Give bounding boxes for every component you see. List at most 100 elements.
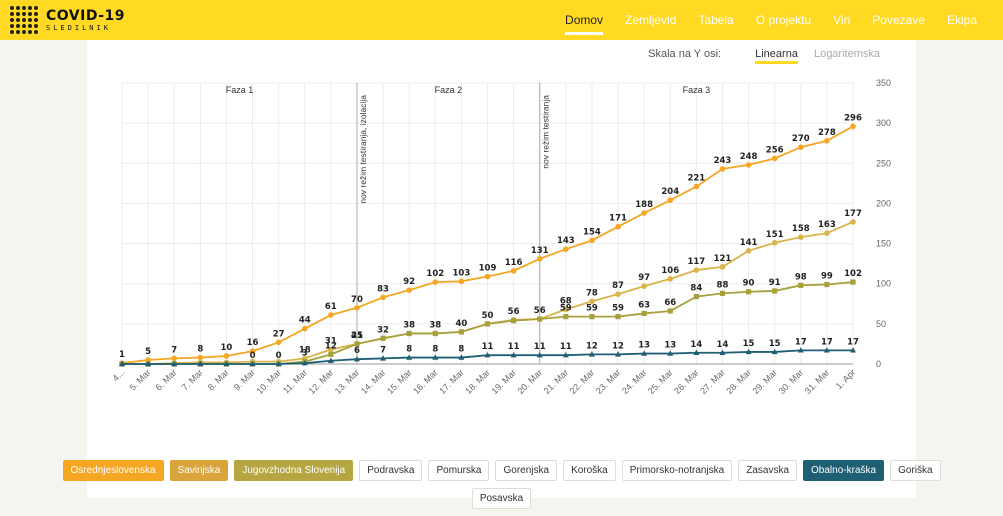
data-point <box>171 355 178 362</box>
data-label: 14 <box>690 340 702 350</box>
data-label: 109 <box>479 263 497 273</box>
data-label: 13 <box>664 341 676 351</box>
legend-button-pomurska[interactable]: Pomurska <box>428 460 490 481</box>
nav-item-ekipa[interactable]: Ekipa <box>946 13 977 27</box>
legend-button-gorenjska[interactable]: Gorenjska <box>495 460 558 481</box>
data-label: 11 <box>534 342 546 352</box>
data-label: 70 <box>351 295 363 305</box>
data-point <box>327 357 334 363</box>
y-tick-label: 50 <box>876 319 886 329</box>
data-point <box>771 348 778 355</box>
data-point <box>667 276 674 282</box>
x-tick-label: 9. Mar <box>232 367 257 392</box>
data-label: 6 <box>354 346 360 356</box>
data-point <box>693 349 700 355</box>
data-label: 270 <box>792 134 810 144</box>
data-label: 92 <box>403 277 415 287</box>
data-point <box>693 267 700 273</box>
data-point <box>641 283 647 289</box>
data-label: 117 <box>687 257 705 267</box>
data-point <box>797 234 804 240</box>
legend-button-savinjska[interactable]: Savinjska <box>169 460 229 481</box>
legend-button-posavska[interactable]: Posavska <box>471 488 532 509</box>
data-label: 88 <box>717 280 729 290</box>
legend-button-podravska[interactable]: Podravska <box>359 460 423 481</box>
data-point <box>145 357 151 363</box>
x-tick-label: 29. Mar <box>750 367 779 396</box>
data-label: 163 <box>818 220 836 230</box>
x-tick-label: 20. Mar <box>515 367 544 396</box>
data-point <box>615 291 621 297</box>
x-tick-label: 15. Mar <box>385 367 414 396</box>
legend-button-primorsko-notranjska[interactable]: Primorsko-notranjska <box>621 460 733 481</box>
x-tick-label: 12. Mar <box>307 367 336 396</box>
nav-item-viri[interactable]: Viri <box>833 13 851 27</box>
data-point <box>380 355 387 361</box>
x-tick-label: 8. Mar <box>206 367 231 392</box>
virus-dots-icon <box>10 6 38 34</box>
main-nav: Domov Zemljevid Tabela O projektu Viri Poveza… <box>543 0 977 40</box>
x-tick-label: 5. Mar <box>127 367 152 392</box>
data-point <box>589 314 595 320</box>
data-label: 171 <box>609 214 627 224</box>
data-point <box>824 230 830 236</box>
scale-option-linear[interactable]: Linearna <box>755 48 798 64</box>
data-point <box>536 256 543 262</box>
data-label: 141 <box>740 238 758 248</box>
legend-button-zasavska[interactable]: Zasavska <box>738 460 798 481</box>
nav-item-o-projektu[interactable]: O projektu <box>755 13 812 27</box>
data-label: 38 <box>429 320 441 330</box>
legend-button-koroška[interactable]: Koroška <box>563 460 616 481</box>
data-point <box>824 138 830 144</box>
data-label: 11 <box>560 342 572 352</box>
legend-button-jugovzhodna-slovenija[interactable]: Jugovzhodna Slovenija <box>234 460 354 481</box>
scale-option-log[interactable]: Logaritemska <box>813 48 880 60</box>
x-tick-label: 11. Mar <box>281 367 309 395</box>
data-label: 27 <box>273 329 285 339</box>
data-label: 1 <box>119 350 125 360</box>
y-scale-label: Skala na Y osi: <box>648 48 722 60</box>
nav-item-zemljevid[interactable]: Zemljevid <box>625 13 677 27</box>
data-point <box>615 223 621 230</box>
data-label: 90 <box>743 279 755 289</box>
annotation-label: nov režim testiranja <box>541 95 551 169</box>
data-point <box>641 350 648 356</box>
data-label: 10 <box>221 343 233 353</box>
data-label: 44 <box>299 316 311 326</box>
nav-item-povezave[interactable]: Povezave <box>872 13 925 27</box>
nav-item-tabela[interactable]: Tabela <box>698 13 734 27</box>
legend-button-obalno-kraška[interactable]: Obalno-kraška <box>803 460 885 481</box>
legend-button-osrednjeslovenska[interactable]: Osrednjeslovenska <box>62 460 164 481</box>
data-point <box>824 281 830 288</box>
data-point <box>458 354 465 360</box>
data-label: 32 <box>377 325 389 335</box>
data-label: 103 <box>453 268 471 278</box>
data-label: 84 <box>690 284 702 294</box>
data-point <box>275 339 282 346</box>
data-point <box>641 210 647 216</box>
data-label: 41 <box>351 331 363 341</box>
data-label: 83 <box>377 284 389 294</box>
data-point <box>484 351 491 358</box>
brand-logo[interactable]: COVID-19 SLEDILNIK <box>10 6 125 34</box>
data-point <box>850 347 856 353</box>
data-label: 8 <box>432 345 438 355</box>
legend-button-goriška[interactable]: Goriška <box>890 460 941 481</box>
data-point <box>301 325 308 332</box>
data-point <box>667 350 674 356</box>
data-point <box>641 310 647 317</box>
y-tick-label: 150 <box>876 239 891 249</box>
data-label: 116 <box>505 258 523 268</box>
data-point <box>588 351 595 357</box>
data-label: 7 <box>380 345 386 355</box>
data-label: 106 <box>661 266 679 276</box>
nav-item-domov[interactable]: Domov <box>565 9 604 35</box>
data-label: 31 <box>325 337 337 347</box>
x-tick-label: 30. Mar <box>777 367 806 396</box>
data-point <box>693 183 700 190</box>
x-tick-label: 19. Mar <box>489 367 518 396</box>
data-point <box>328 346 334 353</box>
y-tick-label: 0 <box>876 359 881 369</box>
x-tick-label: 28. Mar <box>724 367 753 396</box>
